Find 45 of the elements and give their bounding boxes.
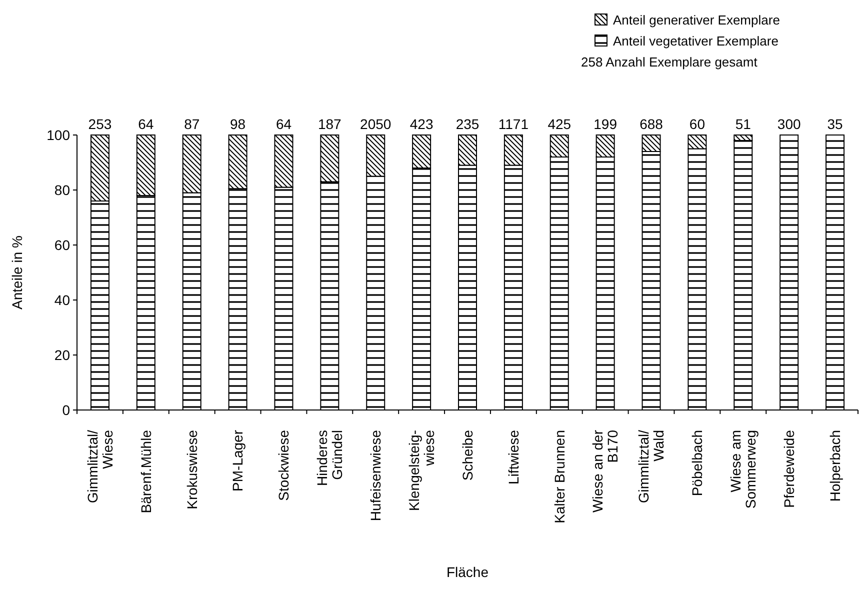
x-axis-title: Fläche: [446, 564, 489, 580]
x-tick-label: Klengelsteig- wiese: [406, 430, 437, 511]
annotation: 98: [230, 116, 246, 132]
annotation: 199: [594, 116, 618, 132]
x-tick-label: Wiese an der B170: [590, 430, 621, 512]
annotation: 1171: [498, 116, 529, 132]
x-tick-label: Krokuswiese: [184, 430, 200, 510]
annotation: 64: [276, 116, 292, 132]
annotation: 2050: [360, 116, 392, 132]
annotation: 253: [88, 116, 112, 132]
y-tick-label: 20: [54, 346, 70, 363]
y-tick-label: 80: [54, 182, 70, 198]
annotation: 60: [689, 116, 706, 132]
x-tick-label: PM-Lager: [230, 430, 246, 492]
annotation: 423: [410, 116, 434, 132]
annotation: 51: [735, 116, 752, 132]
annotation: 64: [138, 116, 154, 132]
annotation: 35: [827, 116, 844, 132]
x-tick-label: Holperbach: [826, 430, 843, 502]
x-tick-label: Stockwiese: [276, 430, 292, 501]
x-tick-label: Hinderes Gründel: [314, 430, 346, 486]
y-tick-label: 60: [54, 236, 70, 253]
annotation: 688: [640, 116, 664, 132]
x-tick-label: Hufeisenwiese: [368, 430, 384, 522]
annotation: 300: [777, 116, 801, 132]
legend-label: Anteil vegetativer Exemplare: [613, 34, 778, 49]
annotation: 235: [456, 116, 480, 132]
x-tick-label: Gimmlitztal/ Wald: [636, 430, 667, 504]
x-tick-label: Pöbelbach: [689, 430, 706, 496]
y-tick-label: 40: [54, 292, 70, 308]
x-tick-label: Pferdeweide: [780, 430, 797, 508]
x-tick-label: Wiese am Sommerweg: [728, 430, 759, 509]
y-tick-label: 0: [62, 402, 70, 418]
annotation: 187: [318, 116, 342, 132]
annotation: 425: [548, 116, 572, 132]
legend-label: Anteil generativer Exemplare: [613, 12, 780, 28]
x-tick-label: Kalter Brunnen: [551, 430, 568, 524]
x-tick-label: Bärenf.Mühle: [138, 430, 154, 514]
y-tick-label: 100: [46, 126, 70, 143]
x-tick-label: Liftwiese: [505, 430, 522, 484]
x-tick-label: Gimmlitztal/ Wiese: [84, 430, 116, 504]
y-axis-title: Anteile in %: [9, 236, 25, 310]
text: 258 Anzahl Exemplare gesamt: [581, 54, 758, 70]
annotation: 87: [184, 116, 200, 132]
x-tick-label: Scheibe: [459, 430, 476, 481]
